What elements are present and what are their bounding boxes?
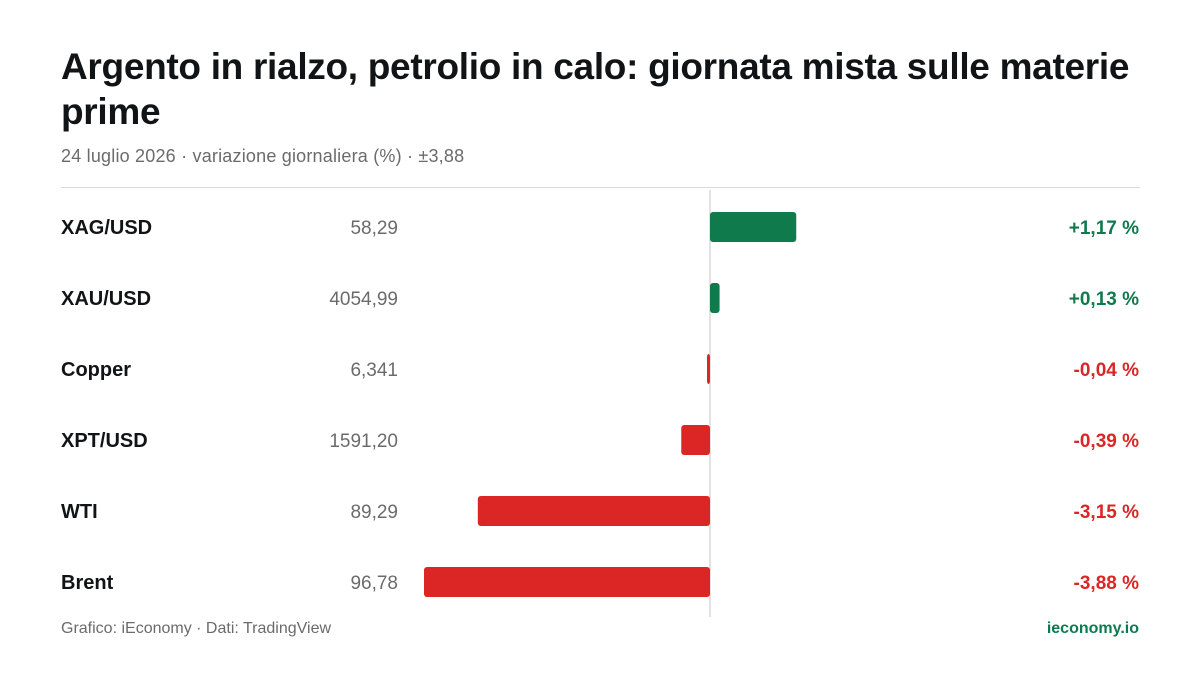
price-label: 4054,99 xyxy=(329,289,398,310)
brand-link[interactable]: ieconomy.io xyxy=(1047,620,1139,638)
bar xyxy=(710,212,796,242)
category-label: XPT/USD xyxy=(61,430,148,452)
source-credit: Grafico: iEconomy · Dati: TradingView xyxy=(61,620,331,638)
category-label: Copper xyxy=(61,359,131,381)
value-label: +0,13 % xyxy=(1069,289,1139,310)
price-label: 1591,20 xyxy=(329,431,398,452)
bar xyxy=(681,425,710,455)
bar xyxy=(710,283,720,313)
value-label: -3,88 % xyxy=(1074,573,1140,594)
value-label: -0,04 % xyxy=(1074,360,1140,381)
price-label: 96,78 xyxy=(350,573,398,594)
bar xyxy=(424,567,710,597)
price-label: 89,29 xyxy=(350,502,398,523)
category-label: Brent xyxy=(61,572,114,594)
price-label: 6,341 xyxy=(350,360,398,381)
value-label: +1,17 % xyxy=(1069,218,1139,239)
price-label: 58,29 xyxy=(350,218,398,239)
category-label: WTI xyxy=(61,501,98,523)
bar xyxy=(478,496,710,526)
value-label: -0,39 % xyxy=(1074,431,1140,452)
bar xyxy=(707,354,710,384)
category-label: XAU/USD xyxy=(61,288,151,310)
category-label: XAG/USD xyxy=(61,217,152,239)
value-label: -3,15 % xyxy=(1074,502,1140,523)
